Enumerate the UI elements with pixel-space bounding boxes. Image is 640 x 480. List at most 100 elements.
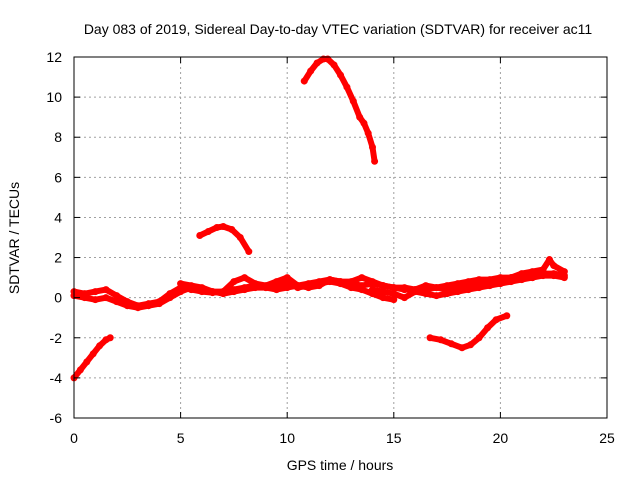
data-point xyxy=(539,266,547,274)
data-point xyxy=(145,302,153,310)
data-point xyxy=(96,342,104,350)
data-point xyxy=(81,294,89,302)
data-point xyxy=(486,282,494,290)
data-point xyxy=(560,268,568,276)
series-arc-noon-peak xyxy=(300,55,379,165)
data-point xyxy=(390,284,398,292)
data-point xyxy=(379,294,387,302)
y-tick-label: 4 xyxy=(54,209,62,225)
data-point xyxy=(360,119,368,127)
data-point xyxy=(300,77,308,85)
data-point xyxy=(91,288,99,296)
data-point xyxy=(330,61,338,69)
data-point xyxy=(422,282,430,290)
data-point xyxy=(390,296,398,304)
data-point xyxy=(307,67,315,75)
data-point xyxy=(358,282,366,290)
data-point xyxy=(102,286,110,294)
data-point xyxy=(241,286,249,294)
data-point xyxy=(458,344,466,352)
data-point xyxy=(102,294,110,302)
data-point xyxy=(426,334,434,342)
data-point xyxy=(432,292,440,300)
data-point xyxy=(475,284,483,292)
y-tick-label: 12 xyxy=(46,49,62,65)
data-point xyxy=(245,248,253,256)
data-point xyxy=(187,282,195,290)
data-point xyxy=(422,290,430,298)
data-point xyxy=(550,272,558,280)
data-point xyxy=(230,278,238,286)
data-point xyxy=(437,336,445,344)
data-point xyxy=(315,282,323,290)
y-tick-label: -4 xyxy=(50,370,63,386)
data-point xyxy=(326,276,334,284)
data-point xyxy=(358,274,366,282)
data-point xyxy=(283,274,291,282)
data-point xyxy=(198,284,206,292)
data-point xyxy=(262,282,270,290)
data-point xyxy=(106,334,114,342)
chart-title: Day 083 of 2019, Sidereal Day-to-day VTE… xyxy=(84,21,593,37)
data-point xyxy=(251,280,259,288)
data-point xyxy=(484,324,492,332)
data-point xyxy=(89,350,97,358)
x-tick-label: 25 xyxy=(599,430,615,446)
data-point xyxy=(528,268,536,276)
data-point xyxy=(76,366,84,374)
data-point xyxy=(337,278,344,286)
data-point xyxy=(349,97,357,105)
data-point xyxy=(91,296,99,304)
data-point xyxy=(204,227,212,235)
data-point xyxy=(209,288,217,296)
series-baseline-c xyxy=(177,256,568,296)
x-tick-label: 15 xyxy=(386,430,402,446)
data-point xyxy=(83,358,91,366)
data-point xyxy=(539,272,547,280)
data-point xyxy=(236,234,244,241)
data-point xyxy=(213,223,221,231)
data-point xyxy=(219,222,227,230)
data-point xyxy=(273,278,281,286)
plot-frame xyxy=(73,56,608,419)
data-point xyxy=(550,262,558,270)
data-point xyxy=(475,334,483,342)
series-arc-afternoon-dip xyxy=(426,312,511,352)
y-tick-label: -2 xyxy=(50,330,63,346)
data-point xyxy=(343,83,351,91)
data-point xyxy=(166,294,174,302)
data-point xyxy=(283,284,291,292)
data-point xyxy=(467,341,475,349)
series-arc-morning-hump xyxy=(196,222,253,256)
data-point xyxy=(447,340,455,348)
data-point xyxy=(123,302,131,310)
data-point xyxy=(177,280,185,288)
y-tick-label: 0 xyxy=(54,290,62,306)
data-point xyxy=(475,276,483,284)
data-point xyxy=(177,288,185,296)
y-tick-label: 10 xyxy=(46,89,62,105)
data-point xyxy=(368,143,376,151)
data-point xyxy=(113,292,121,300)
data-point xyxy=(113,298,121,306)
data-point xyxy=(273,286,281,294)
data-point xyxy=(347,278,355,286)
y-axis-label: SDTVAR / TECUs xyxy=(6,182,22,294)
data-point xyxy=(411,288,419,296)
data-point xyxy=(528,274,536,282)
data-point xyxy=(400,286,408,294)
data-point xyxy=(390,290,398,298)
data-point xyxy=(196,231,204,239)
data-point xyxy=(454,288,462,296)
x-tick-label: 20 xyxy=(493,430,509,446)
data-point xyxy=(219,288,227,296)
data-point xyxy=(155,300,163,308)
data-point xyxy=(241,274,249,282)
plot-area xyxy=(70,55,568,382)
data-point xyxy=(400,294,408,302)
data-point xyxy=(432,284,440,292)
data-point xyxy=(503,312,511,320)
data-point xyxy=(230,288,238,296)
data-point xyxy=(368,278,376,286)
